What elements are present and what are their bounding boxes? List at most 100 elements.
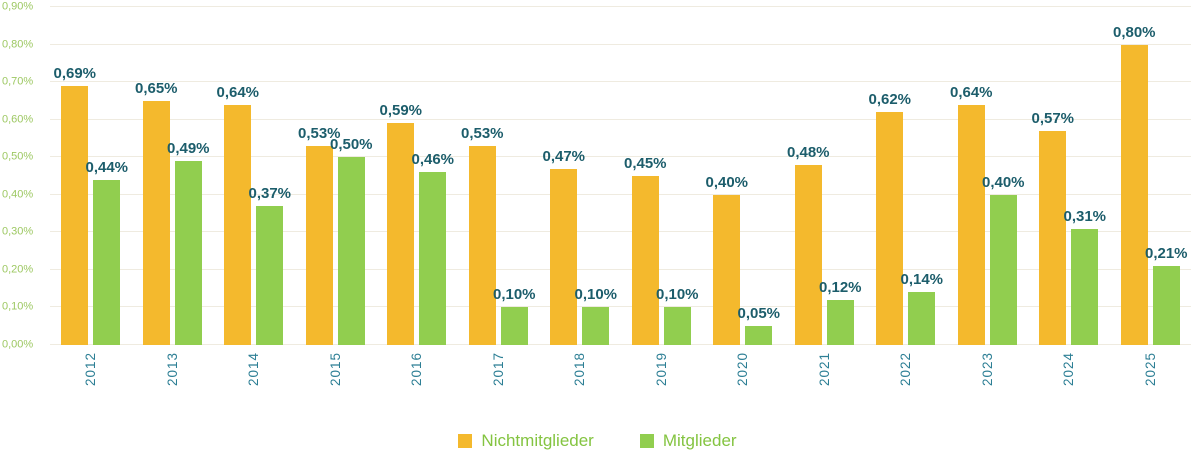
bar-mitglieder: 0,14%	[900, 271, 943, 345]
bar-group: 0,53% 0,50%	[295, 7, 377, 345]
y-tick-label: 0,20%	[2, 263, 34, 276]
y-tick-label: 0,10%	[2, 300, 34, 313]
y-tick-label: 0,70%	[2, 75, 34, 88]
bar-groups: 0,69% 0,44% 0,65% 0,49% 0,64% 0,37% 0,53% 0,50%…	[50, 7, 1191, 345]
x-axis-year-label: 2022	[898, 352, 913, 387]
y-tick-label: 0,00%	[2, 338, 34, 351]
x-axis: 2012 2013 2014 2015 2016 2017 2018 2019 2020 2021…	[50, 352, 1191, 386]
bar-group: 0,45% 0,10%	[621, 7, 703, 345]
legend-item-mitglieder: Mitglieder	[639, 431, 737, 451]
bar-mitglieder: 0,40%	[982, 174, 1025, 345]
x-axis-year-label: 2014	[246, 352, 261, 387]
bar-nichtmitglieder: 0,48%	[787, 144, 830, 345]
value-label: 0,21%	[1144, 245, 1188, 263]
x-axis-year-label: 2023	[979, 352, 995, 387]
bar-nichtmitglieder: 0,53%	[298, 125, 341, 345]
value-label: 0,50%	[329, 136, 373, 154]
y-tick-label: 0,80%	[2, 38, 34, 51]
legend-item-nichtmitglieder: Nichtmitglieder	[458, 431, 594, 451]
legend: Nichtmitglieder Mitglieder	[0, 431, 1195, 451]
bar-mitglieder: 0,05%	[737, 305, 780, 345]
bar-mitglieder: 0,21%	[1145, 245, 1188, 345]
x-axis-year-label: 2021	[816, 352, 832, 387]
x-axis-cell: 2022	[865, 352, 947, 386]
value-label: 0,10%	[655, 286, 699, 304]
bar-nichtmitglieder: 0,69%	[53, 65, 96, 345]
bar-group: 0,40% 0,05%	[702, 7, 784, 345]
x-axis-year-label: 2013	[164, 352, 180, 387]
bar-nichtmitglieder: 0,64%	[950, 84, 993, 345]
bar-group: 0,65% 0,49%	[132, 7, 214, 345]
value-label: 0,53%	[297, 124, 341, 142]
value-label: 0,46%	[411, 151, 455, 169]
x-axis-cell: 2015	[295, 352, 377, 386]
bar-mitglieder: 0,49%	[167, 140, 210, 345]
bar-nichtmitglieder: 0,80%	[1113, 24, 1156, 345]
value-label: 0,45%	[623, 155, 667, 172]
value-label: 0,48%	[786, 143, 830, 161]
value-label: 0,40%	[705, 173, 749, 191]
gridline	[50, 81, 1191, 83]
bar-mitglieder: 0,50%	[330, 136, 373, 345]
bar-group: 0,57% 0,31%	[1028, 7, 1110, 345]
x-axis-year-label: 2018	[572, 352, 587, 387]
bar-group: 0,59% 0,46%	[376, 7, 458, 345]
bar-mitglieder: 0,37%	[248, 185, 291, 345]
legend-label-nichtmitglieder: Nichtmitglieder	[481, 431, 594, 450]
bar-nichtmitglieder: 0,57%	[1031, 110, 1074, 345]
bar-group: 0,62% 0,14%	[865, 7, 947, 345]
x-axis-cell: 2018	[539, 352, 621, 386]
gridline	[50, 43, 1191, 45]
value-label: 0,64%	[949, 83, 993, 101]
x-axis-year-label: 2019	[653, 352, 669, 387]
value-label: 0,47%	[542, 147, 586, 165]
value-label: 0,69%	[53, 64, 97, 82]
gridline	[50, 118, 1191, 120]
value-label: 0,10%	[574, 286, 618, 304]
x-axis-cell: 2019	[621, 352, 703, 386]
y-tick-label: 0,30%	[2, 225, 34, 238]
value-label: 0,49%	[166, 139, 210, 157]
value-label: 0,40%	[981, 173, 1025, 191]
gridline	[50, 306, 1191, 308]
y-axis: 0,00% 0,10% 0,20% 0,30% 0,40% 0,50% 0,60% 0,70%…	[0, 1, 46, 350]
legend-swatch-nichtmitglieder-icon	[458, 434, 473, 448]
bar-nichtmitglieder: 0,47%	[542, 148, 585, 345]
bar-nichtmitglieder: 0,64%	[216, 84, 259, 345]
x-axis-year-label: 2015	[327, 352, 343, 387]
x-axis-cell: 2014	[213, 352, 295, 386]
y-tick-label: 0,60%	[2, 113, 34, 126]
bar-group: 0,80% 0,21%	[1110, 7, 1192, 345]
y-tick-label: 0,90%	[2, 0, 34, 13]
bar-group: 0,53% 0,10%	[458, 7, 540, 345]
x-axis-cell: 2020	[702, 352, 784, 386]
bar-mitglieder: 0,10%	[493, 286, 536, 345]
legend-swatch-mitglieder-icon	[639, 434, 654, 448]
value-label: 0,05%	[737, 305, 781, 323]
x-axis-year-label: 2017	[490, 352, 506, 387]
bar-mitglieder: 0,10%	[656, 286, 699, 345]
value-label: 0,59%	[379, 102, 423, 120]
gridline	[50, 6, 1191, 7]
x-axis-cell: 2017	[458, 352, 540, 386]
x-axis-cell: 2025	[1110, 352, 1192, 386]
gridline	[50, 193, 1191, 195]
x-axis-cell: 2012	[50, 352, 132, 386]
legend-label-mitglieder: Mitglieder	[662, 431, 737, 450]
bar-nichtmitglieder: 0,59%	[379, 102, 422, 345]
value-label: 0,57%	[1031, 109, 1075, 127]
x-axis-year-label: 2020	[735, 352, 750, 387]
bar-group: 0,69% 0,44%	[50, 7, 132, 345]
bar-nichtmitglieder: 0,62%	[868, 91, 911, 345]
x-axis-cell: 2013	[132, 352, 214, 386]
bar-nichtmitglieder: 0,53%	[461, 125, 504, 345]
value-label: 0,44%	[85, 158, 129, 176]
gridline	[50, 231, 1191, 233]
value-label: 0,31%	[1063, 207, 1107, 225]
y-tick-label: 0,40%	[2, 188, 34, 201]
x-axis-year-label: 2012	[83, 352, 98, 387]
x-axis-cell: 2024	[1028, 352, 1110, 386]
value-label: 0,80%	[1112, 23, 1156, 41]
value-label: 0,12%	[818, 278, 862, 296]
bar-mitglieder: 0,10%	[574, 286, 617, 345]
